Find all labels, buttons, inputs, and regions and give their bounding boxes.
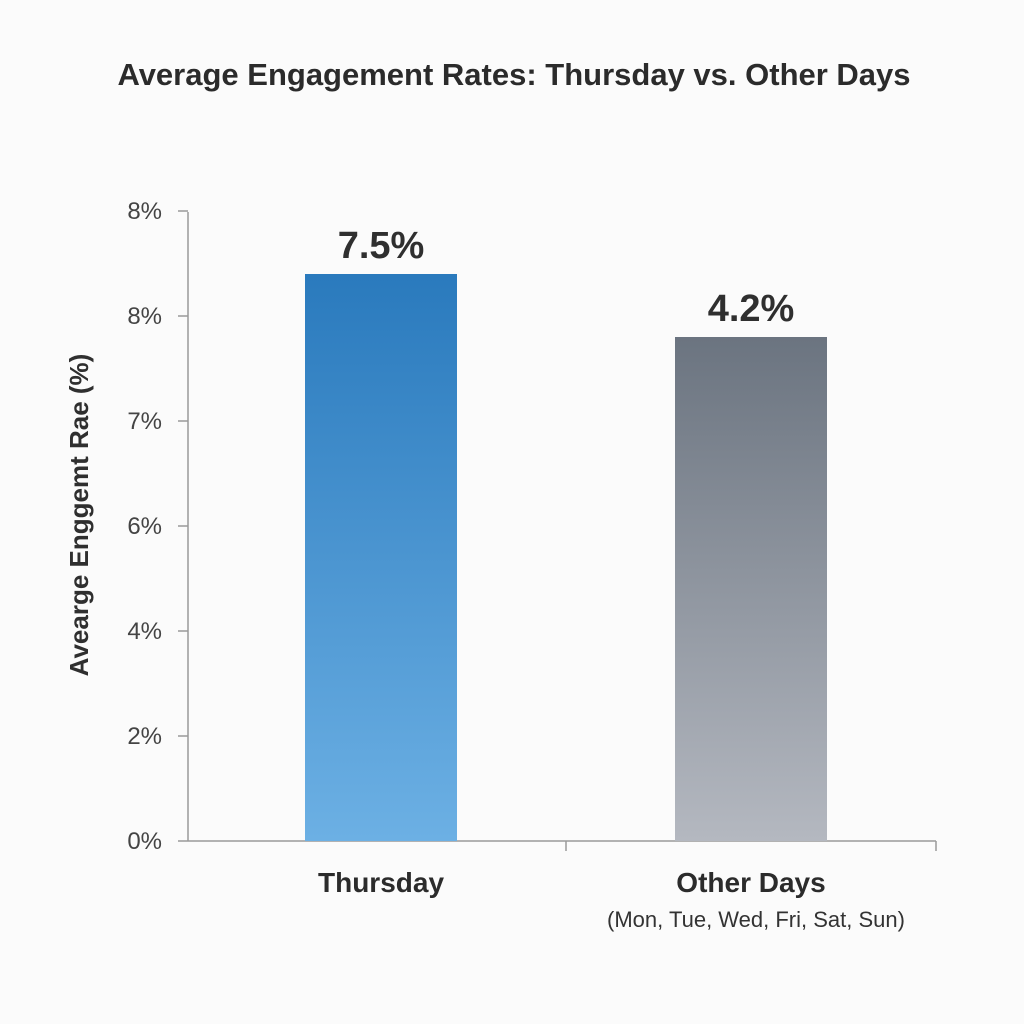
bar-series: 7.5% 4.2% — [305, 225, 827, 841]
y-tick-label: 0% — [127, 828, 162, 855]
bar-other-days — [675, 337, 827, 841]
data-label: 7.5% — [338, 225, 425, 267]
y-tick-label: 8% — [127, 198, 162, 225]
y-tick-label: 2% — [127, 723, 162, 750]
y-tick-label: 8% — [127, 303, 162, 330]
x-category-label: Thursday — [318, 867, 444, 898]
y-tick-label: 6% — [127, 513, 162, 540]
x-category-sublabel: (Mon, Tue, Wed, Fri, Sat, Sun) — [607, 907, 905, 932]
y-axis-label: Avearge Enggemt Rae (%) — [64, 354, 94, 677]
chart-title: Average Engagement Rates: Thursday vs. O… — [117, 57, 910, 92]
y-axis-ticks: 0% 2% 4% 6% 7% 8% 8% — [127, 198, 188, 855]
y-tick-label: 4% — [127, 618, 162, 645]
x-category-label: Other Days — [676, 867, 825, 898]
data-label: 4.2% — [708, 288, 795, 330]
y-tick-label: 7% — [127, 408, 162, 435]
x-axis-labels: Thursday Other Days (Mon, Tue, Wed, Fri, S… — [318, 867, 905, 932]
bar-thursday — [305, 274, 457, 841]
